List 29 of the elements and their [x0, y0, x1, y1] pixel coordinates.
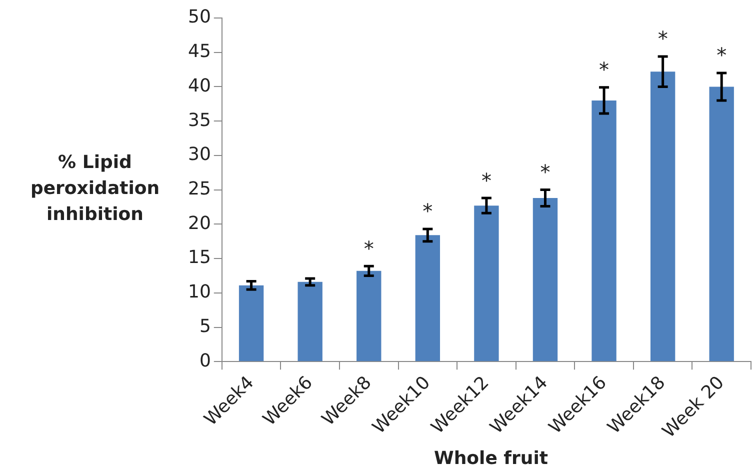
y-axis-title: % Lipid peroxidation inhibition: [29, 151, 161, 227]
y-tick-label: 0: [199, 350, 211, 372]
y-tick-label: 10: [188, 282, 211, 303]
bar: [532, 198, 558, 362]
bar: [709, 86, 734, 362]
y-tick-label: 20: [188, 212, 211, 234]
y-tick-label: 40: [188, 75, 211, 96]
y-tick-label: 30: [188, 144, 211, 166]
y-tick-label: 35: [188, 110, 211, 131]
bar: [592, 100, 616, 362]
bar: [298, 282, 322, 362]
bar: [238, 285, 264, 362]
y-tick-label: 5: [199, 316, 211, 337]
annotation: *: [364, 236, 374, 260]
y-tick-label: 45: [188, 41, 211, 62]
y-tick-label: 50: [188, 6, 211, 28]
annotation: *: [599, 58, 610, 82]
bar: [474, 206, 499, 362]
bar: [650, 72, 676, 362]
annotation: *: [658, 26, 668, 51]
annotation: *: [540, 160, 550, 184]
bar: [415, 235, 440, 362]
y-tick-label: 25: [188, 178, 211, 200]
y-tick-label: 15: [188, 247, 211, 268]
x-axis-title: Whole fruit: [433, 448, 549, 469]
annotation: *: [716, 43, 727, 68]
annotation: *: [481, 168, 492, 192]
annotation: *: [422, 199, 433, 224]
bar: [356, 270, 382, 362]
